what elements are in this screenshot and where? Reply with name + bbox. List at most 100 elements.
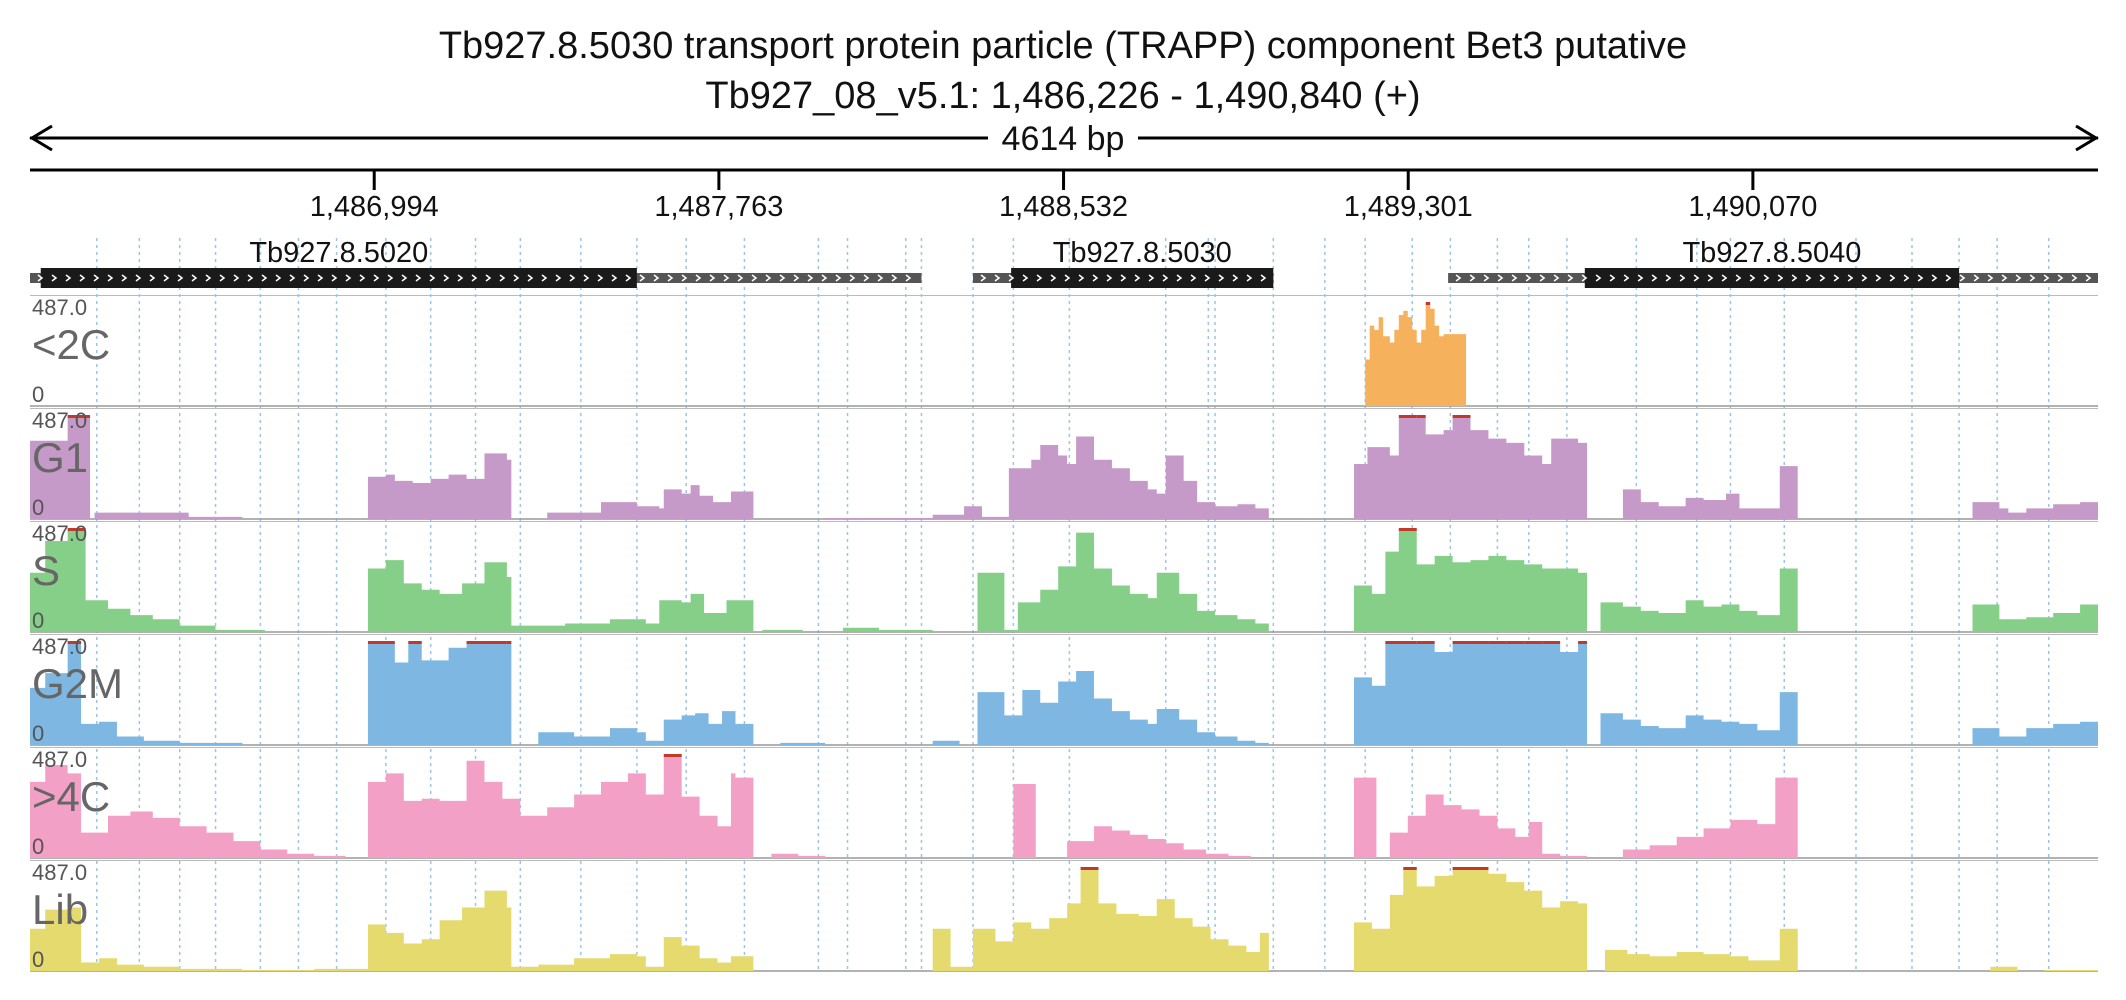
strand-arrow (1218, 274, 1225, 282)
strand-arrow (275, 274, 282, 282)
clip-marker (1542, 641, 1561, 644)
strand-arrow (205, 274, 212, 282)
gene-feature: Tb927.8.5020 (30, 237, 922, 288)
strand-arrow (387, 274, 394, 282)
strand-arrow (65, 274, 72, 282)
track-max-label: 487.0 (32, 408, 87, 433)
strand-arrow (471, 274, 478, 282)
track-name-label: Lib (32, 886, 88, 933)
track-min-label: 0 (32, 382, 44, 407)
strand-arrow (1497, 274, 1504, 282)
strand-arrow (1204, 274, 1211, 282)
track-max-label: 487.0 (32, 634, 87, 659)
track-g1: 487.0G1 0 (30, 408, 2098, 520)
track-name-label: G2M (32, 660, 123, 707)
strand-arrow (863, 274, 870, 282)
track-name-label: G1 (32, 434, 88, 481)
strand-arrow (667, 274, 674, 282)
strand-arrow (1120, 274, 1127, 282)
strand-arrow (1819, 274, 1826, 282)
chart-title-region: Tb927_08_v5.1: 1,486,226 - 1,490,840 (+) (705, 75, 1420, 117)
track-4c: 487.0>4C 0 (30, 747, 2098, 859)
coverage-area (30, 869, 2098, 971)
strand-arrow (401, 274, 408, 282)
strand-arrow (149, 274, 156, 282)
strand-arrow (2085, 274, 2092, 282)
strand-arrow (2015, 274, 2022, 282)
gene-track: Tb927.8.5020 Tb927.8.5030 Tb927.8.5040 (30, 237, 2098, 288)
strand-arrow (1609, 274, 1616, 282)
clip-marker (1452, 867, 1471, 870)
strand-arrow (1847, 274, 1854, 282)
strand-arrow (1064, 274, 1071, 282)
strand-arrow (569, 274, 576, 282)
strand-arrow (1749, 274, 1756, 282)
clip-marker (1425, 302, 1431, 305)
strand-arrow (1106, 274, 1113, 282)
strand-arrow (737, 274, 744, 282)
coverage-area (30, 530, 2098, 632)
strand-arrow (443, 274, 450, 282)
tick-label: 1,486,994 (310, 191, 439, 223)
strand-arrow (1246, 274, 1253, 282)
strand-arrow (1260, 274, 1267, 282)
clip-marker (67, 415, 91, 418)
coverage-area (1362, 304, 1467, 406)
track-name-label: S (32, 547, 60, 594)
strand-arrow (51, 274, 58, 282)
strand-arrow (1889, 274, 1896, 282)
strand-arrow (905, 274, 912, 282)
strand-arrow (1777, 274, 1784, 282)
strand-arrow (1805, 274, 1812, 282)
strand-arrow (994, 274, 1001, 282)
strand-arrow (2029, 274, 2036, 282)
strand-arrow (1581, 274, 1588, 282)
strand-arrow (1735, 274, 1742, 282)
strand-arrow (1721, 274, 1728, 282)
strand-arrow (555, 274, 562, 282)
strand-arrow (177, 274, 184, 282)
ruler-ticks: 1,486,994 1,487,763 1,488,532 1,489,301 1,49… (310, 170, 1817, 223)
strand-arrow (723, 274, 730, 282)
strand-arrow (1539, 274, 1546, 282)
clip-marker (1452, 641, 1471, 644)
strand-arrow (1959, 274, 1966, 282)
clip-marker (1524, 641, 1543, 644)
tick-label: 1,488,532 (999, 191, 1128, 223)
strand-arrow (1973, 274, 1980, 282)
strand-arrow (1693, 274, 1700, 282)
track-max-label: 487.0 (32, 295, 87, 320)
strand-arrow (1008, 274, 1015, 282)
strand-arrow (499, 274, 506, 282)
track-name-label: <2C (32, 321, 110, 368)
strand-arrow (163, 274, 170, 282)
gene-cds (40, 268, 637, 288)
strand-arrow (261, 274, 268, 282)
strand-arrow (93, 274, 100, 282)
track-max-label: 487.0 (32, 860, 87, 885)
strand-arrow (2001, 274, 2008, 282)
track-s: 487.0S 0 (30, 521, 2098, 633)
strand-arrow (1190, 274, 1197, 282)
strand-arrow (793, 274, 800, 282)
strand-arrow (1036, 274, 1043, 282)
clip-marker (1416, 641, 1435, 644)
strand-arrow (835, 274, 842, 282)
strand-arrow (191, 274, 198, 282)
scale-length-label: 4614 bp (1002, 120, 1125, 158)
strand-arrow (1176, 274, 1183, 282)
clip-marker (1403, 867, 1417, 870)
strand-arrow (135, 274, 142, 282)
strand-arrow (1232, 274, 1239, 282)
coverage-area (30, 416, 2098, 519)
strand-arrow (611, 274, 618, 282)
strand-arrows (37, 274, 912, 282)
strand-arrow (1455, 274, 1462, 282)
strand-arrow (1861, 274, 1868, 282)
clip-marker (67, 528, 86, 531)
strand-arrows (1455, 274, 2092, 282)
strand-arrow (1050, 274, 1057, 282)
strand-arrows (980, 274, 1267, 282)
